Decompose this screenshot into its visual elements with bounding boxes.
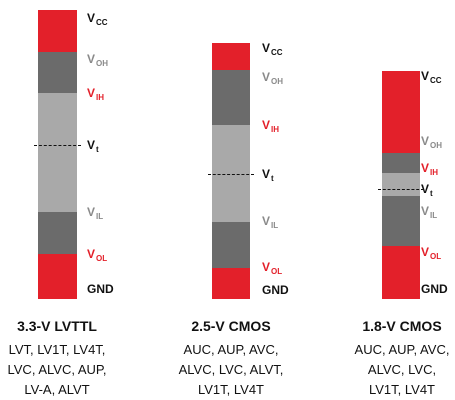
level-name: VOL [262,260,282,279]
level-name-subscript: t [271,174,274,183]
level-name-main: V [87,52,96,66]
level-name-subscript: IH [271,125,280,134]
level-name-main: V [262,70,271,84]
level-name: VOH [262,70,283,89]
level-name-main: V [262,118,271,132]
column-title: 1.8-V CMOS [362,318,442,334]
level-name-main: V [87,86,96,100]
level-name: VIL [421,204,437,223]
level-name: GND [87,282,114,296]
level-name-main: V [87,247,96,261]
level-name-main: V [421,134,430,148]
level-name-subscript: t [96,145,99,154]
level-name-main: V [421,182,430,196]
level-name: VIH [87,86,104,105]
device-family-line: LVC, ALVC, AUP, [7,362,107,377]
level-name: VOH [87,52,108,71]
level-name-subscript: IH [96,93,105,102]
bar-segment [38,254,77,299]
level-name-main: V [262,41,271,55]
level-name-main: V [421,69,430,83]
level-name: VIH [421,161,438,180]
device-family-line: LV1T, LV4T [369,382,435,397]
threshold-dashed-line [34,145,81,146]
level-name-subscript: CC [430,76,442,85]
level-name: VIL [262,214,278,233]
level-name-subscript: OH [96,59,109,68]
device-family-line: LV-A, ALVT [24,382,90,397]
device-family-line: AUC, AUP, AVC, [354,342,450,357]
bar-segment [38,10,77,52]
level-name-subscript: IL [271,221,279,230]
level-name-main: V [87,205,96,219]
threshold-dashed-line [208,174,254,175]
level-name: Vt [262,167,274,186]
level-name-subscript: OH [430,141,443,150]
bar-segment [212,125,250,222]
level-name-subscript: OH [271,77,284,86]
level-name: GND [421,282,448,296]
level-name-main: V [421,161,430,175]
device-family-line: AUC, AUP, AVC, [183,342,279,357]
level-name-main: GND [87,282,114,296]
level-name: GND [262,283,289,297]
level-name-subscript: OL [96,254,108,263]
level-name: Vt [87,138,99,157]
threshold-dashed-line [378,189,424,190]
bar-segment [38,52,77,93]
level-name: VOL [87,247,107,266]
level-name-main: GND [262,283,289,297]
level-name-main: V [87,138,96,152]
bar-segment [212,268,250,299]
level-name-subscript: t [430,189,433,198]
level-name: VOH [421,134,442,153]
device-family-line: LVT, LV1T, LV4T, [8,342,106,357]
bar-segment [38,212,77,254]
level-name-subscript: CC [96,18,108,27]
level-name-subscript: CC [271,48,283,57]
device-family-line: ALVC, LVC, ALVT, [178,362,284,377]
bar-segment [382,246,420,299]
level-name-main: V [262,214,271,228]
level-name: VIH [262,118,279,137]
device-family-line: ALVC, LVC, [367,362,437,377]
level-name-subscript: OL [271,267,283,276]
column-title: 3.3-V LVTTL [17,318,97,334]
bar-segment [212,43,250,70]
level-name: VCC [262,41,283,60]
device-family-line: LV1T, LV4T [198,382,264,397]
level-name-main: V [262,167,271,181]
column-title: 2.5-V CMOS [191,318,271,334]
level-name: VIL [87,205,103,224]
bar-segment [212,222,250,268]
level-name: VCC [87,11,108,30]
level-name-subscript: IH [430,168,439,177]
bar-segment [382,71,420,153]
bar-segment [38,93,77,212]
bar-segment [382,153,420,173]
level-name-subscript: IL [96,212,104,221]
level-name-subscript: OL [430,252,442,261]
level-name-main: V [421,204,430,218]
level-name-main: V [262,260,271,274]
level-name: VCC [421,69,442,88]
level-name-main: V [421,245,430,259]
level-name-main: V [87,11,96,25]
level-name: VOL [421,245,441,264]
level-name: Vt [421,182,433,201]
level-name-subscript: IL [430,211,438,220]
level-name-main: GND [421,282,448,296]
bar-segment [382,196,420,246]
bar-segment [212,70,250,125]
bar-segment [382,173,420,196]
